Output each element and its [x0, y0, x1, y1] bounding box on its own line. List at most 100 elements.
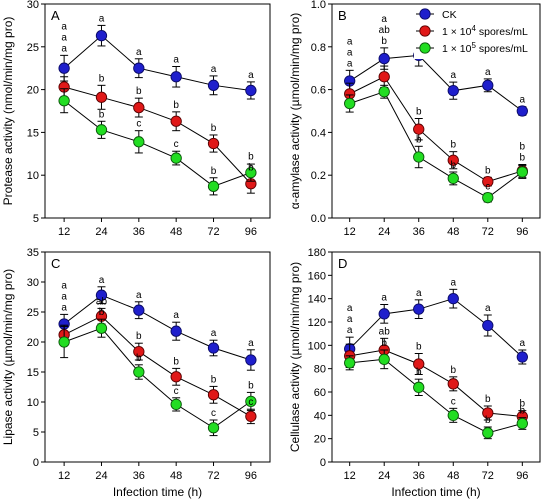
series-line — [349, 358, 523, 434]
data-point — [133, 366, 145, 378]
significance-label: b — [520, 406, 526, 417]
panel-letter: D — [338, 256, 347, 271]
data-point — [516, 417, 528, 430]
significance-label: a — [381, 14, 387, 25]
panel-b: 0.0 0.2 0.4 0.6 0.8 1.0 12 24 36 48 72 96 Bα-amylase… — [288, 0, 541, 238]
legend-entry: CK — [416, 8, 457, 21]
legend-label: 1 × 105 spores/mL — [442, 41, 528, 55]
legend-background — [414, 5, 536, 59]
significance-label: b — [381, 338, 387, 349]
y-tick-label: 15 — [27, 367, 39, 379]
series-2 — [344, 337, 528, 423]
plot-frame — [44, 3, 271, 219]
y-tick-label: 25 — [27, 307, 39, 319]
significance-label: a — [99, 13, 105, 24]
significance-label: b — [99, 109, 105, 120]
significance-label: a — [136, 47, 142, 58]
significance-label: a — [99, 275, 105, 286]
x-tick-label: 48 — [170, 226, 182, 238]
significance-label: c — [174, 139, 179, 150]
legend-label: 1 × 104 spores/mL — [442, 24, 528, 38]
significance-label: a — [61, 280, 67, 291]
legend: CK 1 × 104 spores/mL 1 × 105 spores/mL — [414, 5, 536, 59]
significance-label: a — [485, 67, 491, 78]
data-point — [95, 289, 108, 301]
significance-label: b — [450, 140, 456, 151]
data-point — [378, 52, 390, 65]
significance-label: a — [347, 325, 353, 336]
significance-label: b — [211, 166, 217, 177]
significance-label: b — [485, 165, 491, 176]
series-1 — [58, 286, 257, 371]
significance-label: a — [173, 54, 179, 65]
x-tick-label: 96 — [245, 470, 257, 482]
series-line — [349, 349, 523, 417]
series-line — [349, 91, 523, 199]
x-tick-label: 96 — [516, 470, 528, 482]
significance-label: a — [416, 288, 422, 299]
series-line — [349, 298, 523, 358]
significance-label: b — [416, 342, 422, 353]
significance-label: c — [451, 396, 456, 407]
series-3 — [344, 84, 528, 204]
series-line — [63, 86, 252, 185]
significance-label: b — [520, 142, 526, 153]
x-tick-label: 96 — [516, 226, 528, 238]
plot-frame — [44, 251, 271, 463]
data-point — [207, 422, 220, 434]
significance-label: a — [61, 302, 67, 313]
significance-label: b — [173, 100, 179, 111]
data-point — [482, 407, 494, 419]
significance-label: b — [416, 134, 422, 145]
data-point — [207, 389, 220, 401]
significance-label: ab — [96, 296, 108, 307]
data-point — [482, 192, 494, 204]
y-tick-label: 0.2 — [311, 170, 326, 182]
y-axis-label: Lipase activity (µmol/min/mg pro) — [1, 269, 15, 445]
legend-entry: 1 × 105 spores/mL — [416, 41, 528, 55]
data-point — [207, 79, 220, 91]
series-2 — [344, 65, 528, 188]
significance-label: c — [136, 119, 141, 130]
significance-label: b — [450, 160, 456, 171]
y-tick-label: 0 — [33, 457, 39, 469]
significance-label: b — [381, 36, 387, 47]
series-1 — [344, 44, 528, 117]
significance-label: b — [248, 380, 254, 391]
significance-label: a — [347, 314, 353, 325]
x-tick-label: 48 — [447, 470, 459, 482]
data-point — [378, 71, 390, 83]
data-point — [447, 172, 459, 185]
y-axis-label: Cellulase activity (µmol/min/mg pro) — [288, 262, 302, 452]
data-point — [207, 342, 220, 354]
y-tick-label: 40 — [314, 410, 326, 422]
significance-label: a — [347, 36, 353, 47]
y-axis-label: α-amylase activity (µmol/min/mg pro) — [288, 13, 302, 210]
data-point — [245, 354, 257, 366]
significance-label: c — [485, 181, 490, 192]
series-2 — [58, 307, 257, 425]
y-tick-label: 25 — [27, 42, 39, 54]
data-point — [378, 308, 390, 320]
data-point — [95, 124, 108, 136]
x-tick-label: 72 — [207, 226, 219, 238]
legend-label: CK — [442, 9, 457, 21]
y-tick-label: 15 — [27, 127, 39, 139]
panel-letter: C — [51, 256, 60, 271]
significance-label: c — [248, 397, 253, 408]
y-axis-label: Protease activity (nmol/min/mg pro) — [1, 17, 15, 206]
x-tick-label: 36 — [133, 470, 145, 482]
y-tick-label: 30 — [27, 277, 39, 289]
data-point — [95, 322, 108, 334]
panel-letter: B — [338, 8, 347, 23]
data-point — [482, 427, 494, 439]
significance-label: a — [173, 310, 179, 321]
significance-label: a — [347, 303, 353, 314]
y-tick-label: 140 — [308, 294, 326, 306]
legend-entry: 1 × 104 spores/mL — [416, 24, 528, 38]
significance-label: b — [485, 394, 491, 405]
data-point — [58, 95, 70, 107]
significance-label: b — [136, 353, 142, 364]
legend-marker — [419, 42, 431, 54]
data-point — [378, 353, 390, 365]
